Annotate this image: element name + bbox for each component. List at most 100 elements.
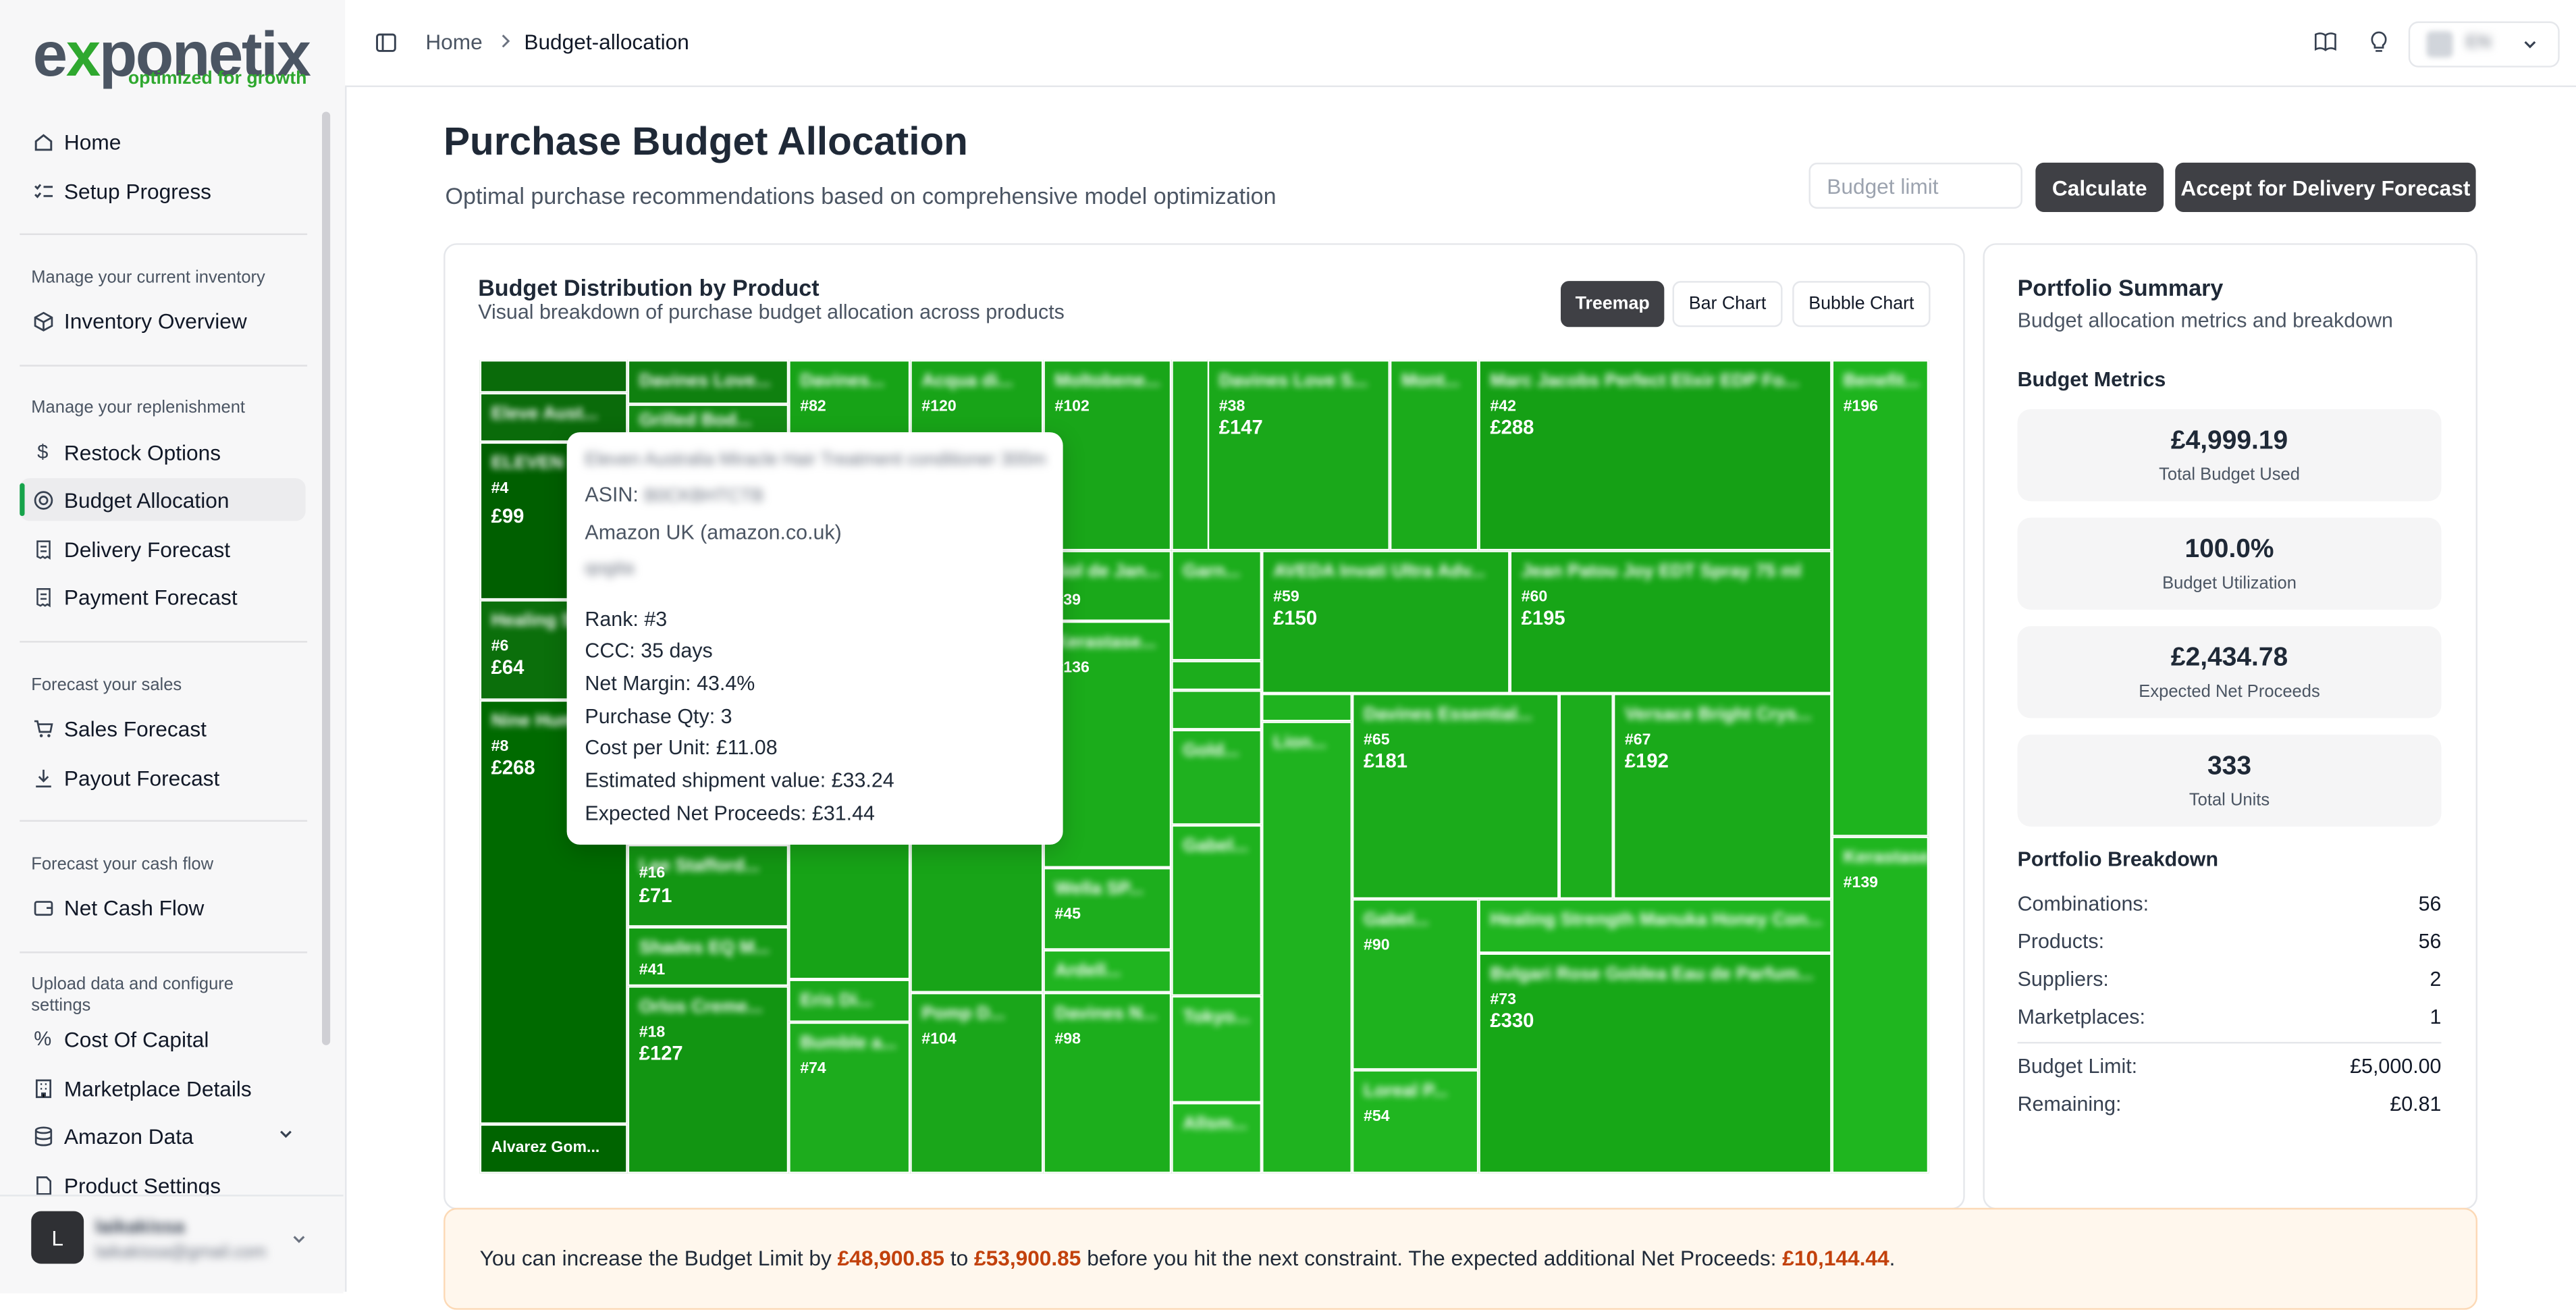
tile-name: Sol de Jan... <box>1054 562 1160 582</box>
treemap-tile[interactable]: Loreal P... #54 <box>1351 1070 1479 1174</box>
treemap-tile[interactable]: AVEDA Invati Ultra Adv... #59 £150 <box>1262 550 1510 694</box>
flag-icon <box>2426 31 2453 58</box>
treemap-tile[interactable]: Lee Stafford... #16 £71 <box>627 844 789 927</box>
treemap-tile[interactable]: Davines Love... <box>627 359 789 404</box>
sidebar-item-amazon-data[interactable]: Amazon Data <box>20 1114 305 1157</box>
treemap-tile[interactable] <box>1559 693 1613 899</box>
tile-name: Acqua di... <box>921 371 1013 392</box>
treemap-tile[interactable] <box>1262 693 1352 722</box>
sidebar-toggle-icon[interactable] <box>375 31 398 54</box>
tile-name: Versace Bright Crys... <box>1624 705 1812 725</box>
treemap-tile[interactable]: Healing Strength Manuka Honey Con... <box>1478 899 1832 953</box>
treemap-tile[interactable]: Wella SP... #45 <box>1043 867 1172 950</box>
tile-value: £330 <box>1490 1009 1534 1032</box>
sidebar-item-marketplace-details[interactable]: Marketplace Details <box>20 1066 305 1109</box>
treemap-tile[interactable] <box>1171 359 1211 551</box>
treemap-tile[interactable]: Tokyo... <box>1171 995 1262 1103</box>
remaining-label: Remaining: <box>2017 1093 2122 1116</box>
sidebar-item-label: Budget Allocation <box>63 487 230 513</box>
sidebar-item-cost-of-capital[interactable]: % Cost Of Capital <box>20 1017 305 1059</box>
brand-logo[interactable]: exponetix <box>33 21 311 90</box>
tab-bar-chart[interactable]: Bar Chart <box>1672 281 1783 328</box>
language-selector[interactable]: EN <box>2408 21 2560 68</box>
tile-rank: #54 <box>1363 1107 1390 1126</box>
treemap-tile[interactable]: Lion... <box>1262 721 1352 1174</box>
metric-label: Total Budget Used <box>2159 465 2300 485</box>
chevron-updown-icon[interactable] <box>289 1229 308 1249</box>
tile-name: Davines Love... <box>639 371 771 392</box>
metric-label: Budget Utilization <box>2162 573 2297 594</box>
treemap-tile[interactable]: Marc Jacobs Perfect Elixir EDP Fo... #42… <box>1478 359 1832 551</box>
budget-limit-input[interactable]: Budget limit <box>1808 162 2022 209</box>
sidebar-item-home[interactable]: Home <box>20 120 305 163</box>
page-subtitle: Optimal purchase recommendations based o… <box>445 182 1277 209</box>
breakdown-value: 2 <box>2430 968 2442 991</box>
tile-name: Ardell... <box>1054 961 1121 981</box>
metric-label: Expected Net Proceeds <box>2139 681 2320 702</box>
tab-bubble-chart[interactable]: Bubble Chart <box>1792 281 1931 328</box>
sidebar-scrollbar[interactable] <box>322 111 331 1045</box>
calculate-button[interactable]: Calculate <box>2035 162 2164 212</box>
lightbulb-icon[interactable] <box>2367 30 2390 55</box>
treemap-tile[interactable]: Ardell... <box>1043 949 1172 993</box>
accept-delivery-forecast-button[interactable]: Accept for Delivery Forecast <box>2175 162 2476 212</box>
treemap-tile[interactable]: Davines N... #98 <box>1043 992 1172 1174</box>
sidebar-item-payout-forecast[interactable]: Payout Forecast <box>20 756 305 799</box>
user-menu[interactable]: L laikakissa laikakissa@gmail.com <box>0 1195 344 1294</box>
breadcrumb-home[interactable]: Home <box>425 29 483 55</box>
section-label-inventory: Manage your current inventory <box>31 267 265 288</box>
treemap-tile[interactable]: Jean Patou Joy EDT Spray 75 ml #60 £195 <box>1509 550 1832 694</box>
sidebar-item-setup-progress[interactable]: Setup Progress <box>20 169 305 212</box>
sidebar-item-delivery-forecast[interactable]: Delivery Forecast <box>20 527 305 570</box>
treemap-tile[interactable]: Kerastase... #139 <box>1831 836 1929 1174</box>
tile-name: Gabel... <box>1363 910 1429 931</box>
tab-treemap[interactable]: Treemap <box>1561 281 1665 328</box>
sidebar-item-budget-allocation[interactable]: Budget Allocation <box>20 478 306 521</box>
tile-name: Grilled Bod... <box>639 411 752 431</box>
treemap-tile[interactable]: Versace Bright Crys... #67 £192 <box>1613 693 1832 899</box>
metric-value: £2,434.78 <box>2170 644 2288 673</box>
treemap-tile[interactable]: Shades EQ M... #41 <box>627 926 789 987</box>
sidebar-item-payment-forecast[interactable]: Payment Forecast <box>20 575 305 618</box>
tile-rank: #67 <box>1624 731 1651 750</box>
treemap-tile[interactable]: Garn... <box>1171 550 1262 661</box>
breakdown-value: 1 <box>2430 1005 2442 1029</box>
tile-rank: #41 <box>639 961 666 980</box>
treemap-tile[interactable]: Eris Di... <box>788 979 911 1022</box>
tile-rank: #65 <box>1363 731 1390 750</box>
treemap-tile[interactable]: Pomp D... #104 <box>910 992 1044 1174</box>
treemap-tile[interactable] <box>479 359 628 393</box>
sidebar-item-sales-forecast[interactable]: Sales Forecast <box>20 706 305 749</box>
treemap-tile[interactable]: Benefit... #196 <box>1831 359 1929 837</box>
sidebar-item-label: Marketplace Details <box>63 1075 252 1101</box>
treemap-tile[interactable]: Davines Essential... #65 £181 <box>1351 693 1559 899</box>
sidebar-item-net-cash-flow[interactable]: Net Cash Flow <box>20 886 305 928</box>
tooltip-asin-label: ASIN: <box>585 483 639 506</box>
treemap-tile[interactable]: Gabel... <box>1171 824 1262 996</box>
tile-value: £195 <box>1521 606 1565 630</box>
treemap-tile[interactable] <box>1171 660 1262 691</box>
sidebar-item-product-settings[interactable]: Product Settings <box>20 1163 305 1206</box>
treemap-tile[interactable]: Grilled Bod... <box>627 404 789 434</box>
treemap-tile[interactable]: Bvlgari Rose Goldea Eau de Parfum... #73… <box>1478 953 1832 1174</box>
tile-name: Tokyo... <box>1183 1007 1250 1028</box>
treemap-tile[interactable]: Bumble a... #74 <box>788 1022 911 1174</box>
tooltip-expected-net: Expected Net Proceeds: £31.44 <box>585 802 875 825</box>
treemap-tile[interactable]: Mont... <box>1389 359 1479 551</box>
treemap-tile[interactable]: Gold... <box>1171 729 1262 825</box>
section-label-sales: Forecast your sales <box>31 675 182 696</box>
sidebar-item-label: Payout Forecast <box>63 764 220 790</box>
treemap-tile[interactable]: Davines Love S... #38 £147 <box>1207 359 1390 551</box>
logo-letter-x: x <box>65 21 101 90</box>
treemap-tile[interactable] <box>1171 690 1262 730</box>
wallet-icon <box>31 895 54 918</box>
treemap-tile[interactable]: Orlos Creme... #18 £127 <box>627 986 789 1174</box>
treemap-tile[interactable]: Allsm... <box>1171 1103 1262 1174</box>
treemap-tile[interactable]: Gabel... #90 <box>1351 899 1479 1070</box>
chevron-down-icon[interactable] <box>276 1124 296 1144</box>
sidebar-item-restock-options[interactable]: $ Restock Options <box>20 431 305 473</box>
budget-constraint-banner: You can increase the Budget Limit by £48… <box>444 1207 2478 1310</box>
sidebar-item-inventory-overview[interactable]: Inventory Overview <box>20 299 305 342</box>
book-icon[interactable] <box>2313 30 2338 55</box>
treemap-tile[interactable]: Alvarez Gom... <box>479 1124 628 1174</box>
